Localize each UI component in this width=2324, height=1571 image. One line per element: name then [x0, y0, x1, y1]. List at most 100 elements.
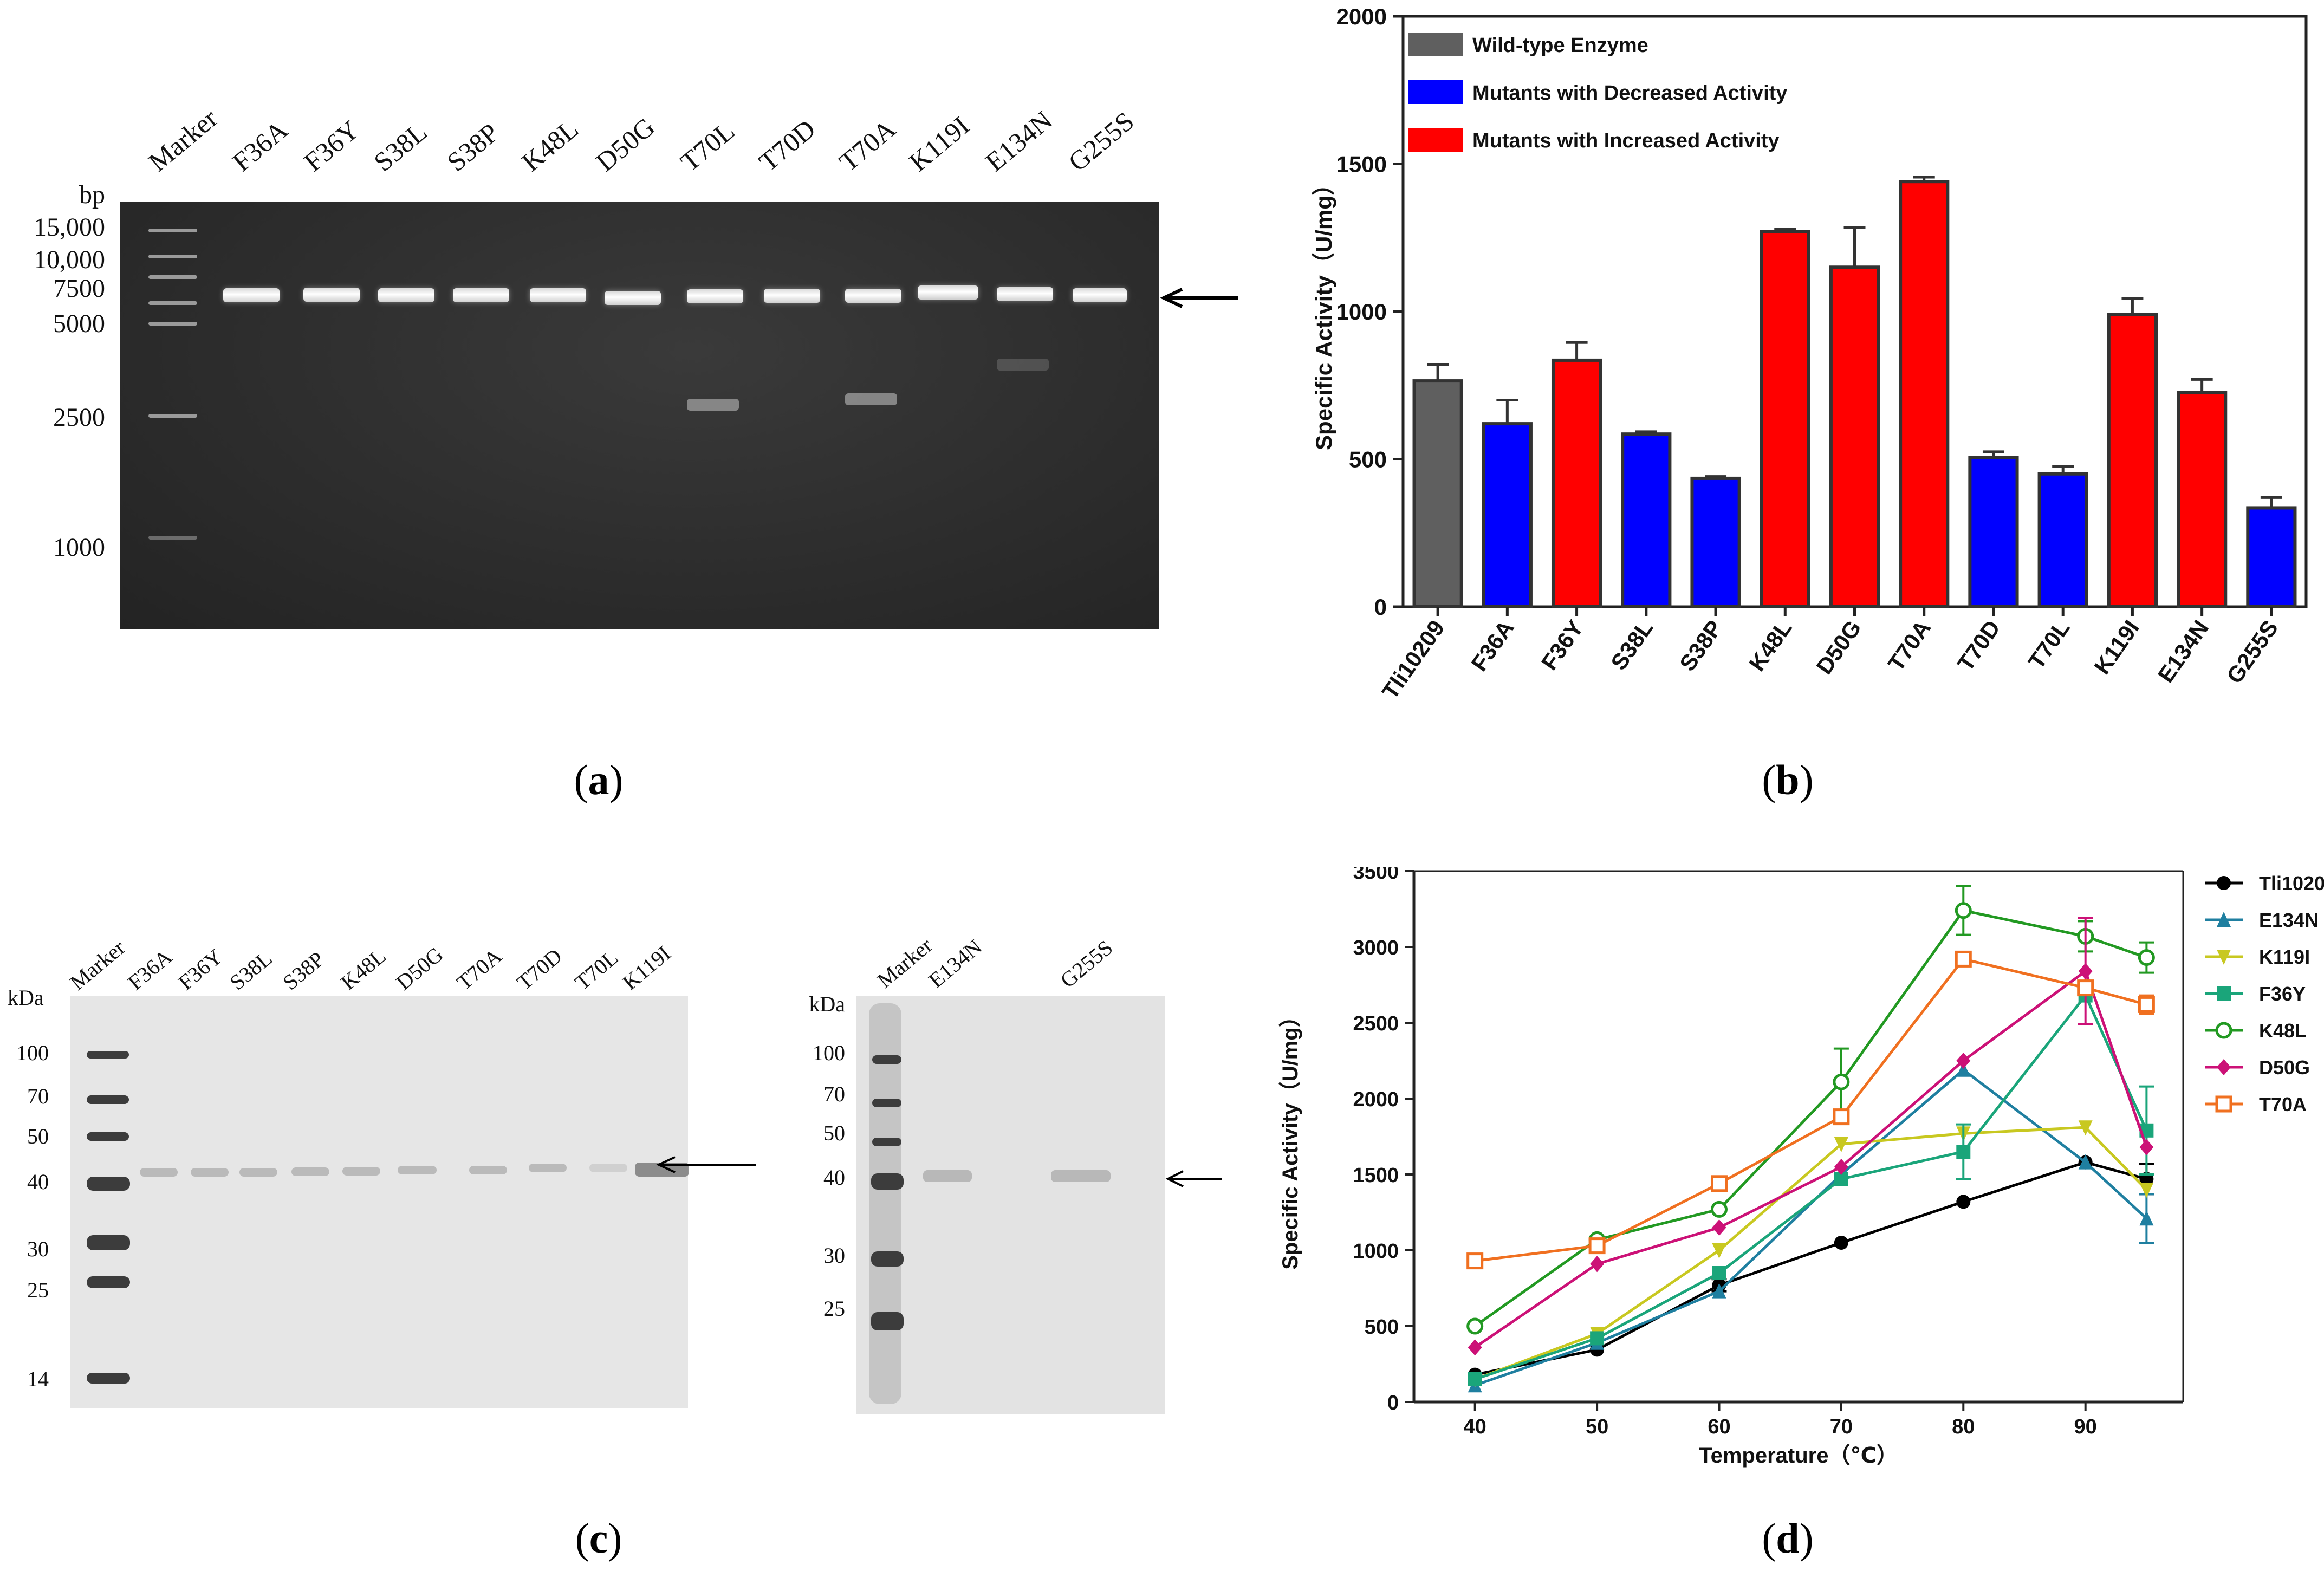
size-label: 50 — [823, 1121, 845, 1145]
protein-band — [469, 1166, 507, 1174]
data-point — [1712, 1219, 1726, 1236]
dna-band — [453, 288, 509, 302]
x-tick-label: K48L — [1744, 615, 1796, 676]
bar-K119I — [2107, 313, 2158, 608]
lane-label: S38L — [225, 946, 277, 995]
series-line — [1474, 969, 2148, 1349]
size-label: 40 — [823, 1165, 845, 1190]
lane-label: F36A — [226, 114, 294, 178]
bar-E134N — [2177, 391, 2228, 608]
data-point — [1466, 1252, 1484, 1270]
data-point — [2215, 1095, 2232, 1113]
lane-label: G255S — [1055, 935, 1118, 993]
protein-band — [291, 1167, 329, 1176]
data-point — [2217, 986, 2231, 1001]
legend-swatch — [1408, 80, 1463, 104]
legend-label: D50G — [2259, 1056, 2310, 1079]
y-tick-label: 3500 — [1353, 867, 1399, 884]
dna-band — [687, 399, 739, 411]
size-label: 100 — [813, 1041, 845, 1065]
x-tick-label: 80 — [1952, 1416, 1975, 1438]
ladder-band — [148, 229, 197, 232]
dna-band — [223, 288, 280, 302]
x-tick-label: 50 — [1586, 1416, 1608, 1438]
dna-band — [997, 287, 1053, 301]
data-point — [2217, 912, 2231, 927]
data-point — [1956, 1195, 1971, 1209]
sds-page-gel-1 — [70, 996, 689, 1408]
series-line — [1474, 1068, 2148, 1387]
y-tick-label: 2000 — [1353, 1088, 1399, 1111]
data-point — [2078, 1120, 2093, 1136]
y-axis-label: Specific Activity（U/mg） — [1311, 173, 1336, 450]
legend-label: T70A — [2259, 1093, 2307, 1115]
y-tick-label: 500 — [1349, 447, 1387, 472]
sds-page-gel-2 — [856, 996, 1165, 1414]
data-point — [2077, 979, 2094, 997]
panel-label-d: (d) — [1762, 1515, 1814, 1562]
data-point — [1712, 1266, 1726, 1280]
lane-label: K48L — [516, 113, 584, 178]
data-point — [2138, 996, 2155, 1013]
protein-band — [342, 1167, 380, 1176]
x-tick-label: Tli10209 — [1377, 615, 1450, 704]
data-point — [2215, 1022, 2232, 1039]
x-tick-label: T70D — [1952, 615, 2005, 676]
x-tick-label: K119I — [2089, 615, 2144, 679]
dna-band — [764, 289, 820, 303]
band-arrow — [656, 1156, 756, 1173]
lane-label: D50G — [391, 942, 448, 995]
lane-label: K119I — [618, 941, 676, 995]
ladder-band — [148, 322, 197, 326]
ladder-band — [872, 1099, 901, 1107]
size-label: 30 — [823, 1243, 845, 1268]
series-K48L — [1466, 885, 2155, 1335]
legend-label: F36Y — [2259, 983, 2306, 1005]
bar-K48L — [1760, 230, 1810, 609]
panel-label-b: (b) — [1762, 756, 1814, 803]
band-arrow — [1159, 288, 1238, 308]
protein-band — [191, 1168, 229, 1177]
size-label: 15,000 — [34, 213, 105, 242]
data-point — [1588, 1237, 1606, 1255]
lane-label: S38P — [278, 946, 329, 995]
size-label: 70 — [27, 1084, 49, 1108]
y-tick-label: 1000 — [1353, 1240, 1399, 1263]
size-label: 1000 — [53, 533, 105, 562]
x-tick-label: T70L — [2023, 615, 2075, 673]
bar-F36A — [1482, 422, 1533, 608]
data-point — [2217, 1059, 2231, 1075]
bar-S38P — [1690, 476, 1741, 608]
y-axis-label: Specific Activity（U/mg） — [1278, 1005, 1302, 1270]
lane-label: S38P — [441, 117, 505, 178]
data-point — [1712, 1243, 1726, 1258]
protein-band — [1051, 1170, 1111, 1182]
lane-label: F36Y — [173, 944, 228, 995]
series-F36Y — [1468, 988, 2154, 1386]
lane-label: T70D — [753, 113, 821, 178]
legend-label: Tli10209 — [2259, 872, 2324, 894]
protein-band — [398, 1166, 437, 1174]
lane-label: E134N — [924, 934, 987, 993]
panel-label-c: (c) — [575, 1515, 622, 1562]
size-unit-label: bp — [79, 180, 105, 209]
data-point — [1955, 902, 1972, 919]
data-point — [1833, 1108, 1850, 1126]
x-tick-label: 60 — [1708, 1416, 1730, 1438]
lane-label: Marker — [872, 933, 937, 993]
dna-band — [687, 289, 743, 303]
lane-label: T70D — [512, 943, 567, 995]
lane-label: S38L — [368, 116, 433, 178]
lane-label: D50G — [590, 111, 660, 178]
ladder-band — [871, 1173, 904, 1190]
data-point — [2078, 1154, 2093, 1170]
data-point — [1468, 1372, 1482, 1386]
ladder-band — [148, 414, 197, 418]
x-tick-label: G255S — [2222, 615, 2283, 688]
dna-band — [997, 359, 1049, 371]
lane-label: T70A — [833, 113, 901, 178]
size-label: 40 — [27, 1170, 49, 1194]
data-point — [1710, 1200, 1728, 1218]
lane-label: Marker — [65, 935, 130, 995]
protein-band — [529, 1164, 567, 1172]
